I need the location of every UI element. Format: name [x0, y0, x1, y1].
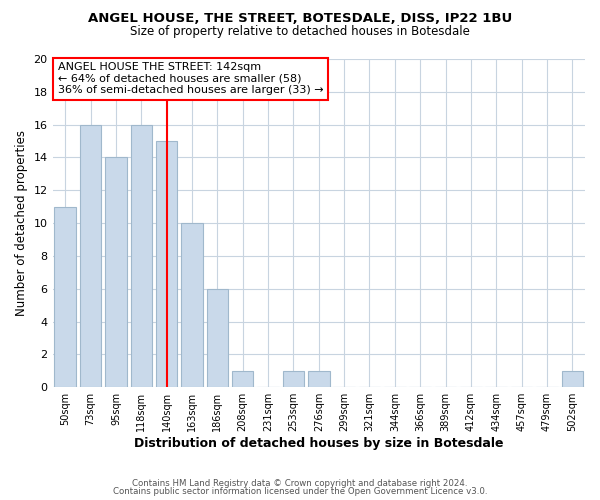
- Y-axis label: Number of detached properties: Number of detached properties: [15, 130, 28, 316]
- Text: Contains HM Land Registry data © Crown copyright and database right 2024.: Contains HM Land Registry data © Crown c…: [132, 478, 468, 488]
- Bar: [283, 371, 304, 387]
- Bar: [562, 371, 583, 387]
- Text: Size of property relative to detached houses in Botesdale: Size of property relative to detached ho…: [130, 25, 470, 38]
- Bar: [80, 124, 101, 387]
- Bar: [105, 158, 127, 387]
- Bar: [232, 371, 253, 387]
- Bar: [308, 371, 329, 387]
- Bar: [206, 288, 228, 387]
- Text: Contains public sector information licensed under the Open Government Licence v3: Contains public sector information licen…: [113, 487, 487, 496]
- Bar: [156, 141, 178, 387]
- Bar: [131, 124, 152, 387]
- Text: ANGEL HOUSE, THE STREET, BOTESDALE, DISS, IP22 1BU: ANGEL HOUSE, THE STREET, BOTESDALE, DISS…: [88, 12, 512, 26]
- X-axis label: Distribution of detached houses by size in Botesdale: Distribution of detached houses by size …: [134, 437, 503, 450]
- Bar: [181, 223, 203, 387]
- Bar: [55, 206, 76, 387]
- Text: ANGEL HOUSE THE STREET: 142sqm
← 64% of detached houses are smaller (58)
36% of : ANGEL HOUSE THE STREET: 142sqm ← 64% of …: [58, 62, 323, 96]
